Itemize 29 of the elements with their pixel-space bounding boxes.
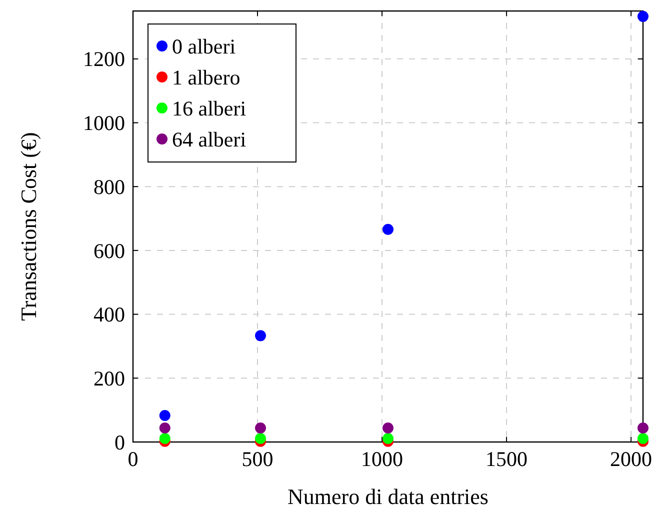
- point: [382, 422, 394, 434]
- point: [159, 422, 170, 434]
- point: [638, 422, 648, 434]
- y-tick-label: 0: [114, 430, 125, 454]
- point: [159, 432, 170, 444]
- y-tick-label: 1000: [83, 111, 125, 136]
- legend-label: 1 albero: [172, 65, 240, 90]
- x-axis-title: Numero di data entries: [288, 484, 488, 509]
- y-tick-label: 400: [94, 302, 125, 327]
- point: [255, 330, 266, 342]
- y-tick-label: 200: [94, 366, 125, 390]
- y-tick-label: 1200: [83, 47, 125, 72]
- x-tick-label: 2000: [610, 447, 652, 471]
- point: [255, 422, 266, 434]
- point: [159, 410, 170, 421]
- y-tick-label: 800: [94, 174, 125, 199]
- legend-label: 16 alberi: [172, 96, 246, 120]
- x-tick-label: 1500: [486, 447, 528, 471]
- point: [255, 432, 266, 444]
- x-tick-label: 1000: [361, 447, 404, 471]
- point: [638, 10, 648, 22]
- point: [382, 224, 394, 235]
- legend-label: 64 alberi: [172, 127, 246, 152]
- y-tick-label: 600: [94, 238, 125, 263]
- point: [382, 432, 394, 444]
- legend-label: 0 alberi: [172, 34, 236, 58]
- point: [638, 432, 648, 444]
- y-axis-title: Transactions Cost (€): [16, 132, 41, 321]
- x-tick-label: 500: [242, 447, 274, 471]
